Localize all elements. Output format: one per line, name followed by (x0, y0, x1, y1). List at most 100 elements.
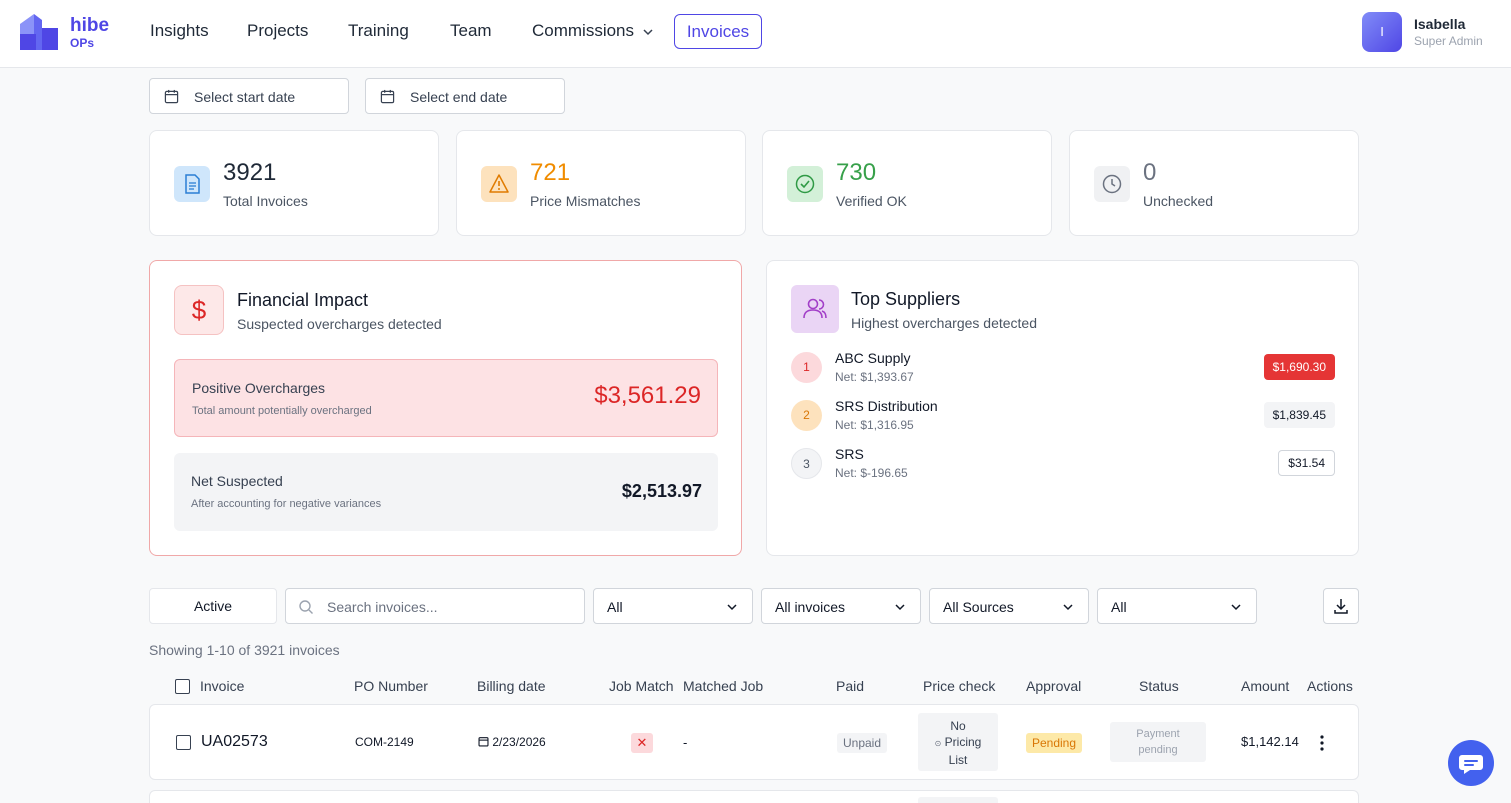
calendar-icon (380, 89, 395, 104)
stat-value: 0 (1143, 159, 1157, 186)
stat-value: 3921 (223, 159, 277, 186)
header-matched-job[interactable]: Matched Job (683, 678, 764, 694)
supplier-name: SRS (835, 446, 864, 462)
supplier-amount: $31.54 (1278, 450, 1335, 476)
invoice-number[interactable]: UA02573 (201, 733, 268, 750)
filter-select-sources[interactable]: All Sources (929, 588, 1089, 624)
supplier-net: Net: $1,393.67 (835, 370, 914, 384)
header-actions: Actions (1307, 678, 1353, 694)
card-subtitle: Highest overcharges detected (851, 315, 1037, 331)
header-po-number[interactable]: PO Number (354, 678, 428, 694)
status-badge: Payment pending (1110, 722, 1206, 762)
matched-job: - (683, 735, 688, 750)
supplier-net: Net: $1,316.95 (835, 418, 914, 432)
more-actions-icon[interactable] (1316, 733, 1328, 753)
warning-icon (481, 166, 517, 202)
stat-card-unchecked[interactable]: 0 Unchecked (1069, 130, 1359, 236)
card-title: Top Suppliers (851, 289, 961, 309)
nav-projects[interactable]: Projects (247, 21, 309, 40)
net-amount: $2,513.97 (621, 481, 702, 501)
supplier-amount: $1,839.45 (1263, 402, 1335, 428)
stat-card-verified[interactable]: 730 Verified OK (762, 130, 1052, 236)
header-amount[interactable]: Amount (1241, 678, 1290, 694)
select-all-checkbox[interactable] (175, 679, 190, 694)
chevron-down-icon (895, 604, 905, 611)
check-circle-icon (787, 166, 823, 202)
nav-insights[interactable]: Insights (150, 21, 209, 40)
supplier-row[interactable]: 2 SRS Distribution Net: $1,316.95 $1,839… (791, 395, 1335, 435)
billing-date: 2/23/2026 (478, 735, 546, 749)
positive-amount: $3,561.29 (594, 382, 701, 409)
status-line: Payment (1136, 728, 1180, 740)
start-date-picker[interactable]: Select start date (149, 78, 349, 114)
end-date-picker[interactable]: Select end date (365, 78, 565, 114)
calendar-icon (164, 89, 179, 104)
supplier-net: Net: $-196.65 (835, 466, 908, 480)
brand-name: hibe (70, 15, 110, 36)
nav-invoices[interactable]: Invoices (674, 14, 762, 49)
stat-value: 721 (530, 159, 571, 186)
header-job-match[interactable]: Job Match (609, 678, 674, 694)
header-billing-date[interactable]: Billing date (477, 678, 546, 694)
nav-training[interactable]: Training (348, 21, 409, 40)
stat-value: 730 (836, 159, 877, 186)
rank-badge: 3 (791, 448, 822, 479)
supplier-row[interactable]: 1 ABC Supply Net: $1,393.67 $1,690.30 (791, 347, 1335, 387)
active-filter-button[interactable]: Active (149, 588, 277, 624)
document-icon (174, 166, 210, 202)
chat-icon (1459, 755, 1483, 774)
header-price-check[interactable]: Price check (923, 678, 996, 694)
supplier-row[interactable]: 3 SRS Net: $-196.65 $31.54 (791, 443, 1335, 483)
financial-impact-card: $ Financial Impact Suspected overcharges… (149, 260, 742, 556)
user-role: Super Admin (1414, 34, 1483, 48)
select-value: All (1111, 599, 1127, 615)
table-row[interactable] (149, 790, 1359, 803)
net-suspected-box: Net Suspected After accounting for negat… (174, 453, 718, 531)
clock-icon (1094, 166, 1130, 202)
filter-select-4[interactable]: All (1097, 588, 1257, 624)
chevron-down-icon (727, 604, 737, 611)
job-match-x-icon: ✕ (631, 733, 653, 753)
filter-select-1[interactable]: All (593, 588, 753, 624)
nav-team[interactable]: Team (450, 21, 492, 40)
chevron-down-icon (1063, 604, 1073, 611)
search-icon (299, 600, 313, 614)
search-input[interactable]: Search invoices... (285, 588, 585, 624)
table-row[interactable]: UA02573 COM-2149 2/23/2026 ✕ - Unpaid No… (149, 704, 1359, 780)
price-check-line-text: Pricing (944, 735, 982, 749)
download-icon (1334, 599, 1348, 614)
avatar[interactable]: I (1362, 12, 1402, 52)
header-paid[interactable]: Paid (836, 678, 865, 694)
nav-commissions[interactable]: Commissions (532, 21, 654, 41)
card-subtitle: Suspected overcharges detected (237, 316, 442, 332)
stat-label: Price Mismatches (530, 193, 641, 209)
select-value: All Sources (943, 599, 1014, 615)
header-invoice[interactable]: Invoice (200, 678, 245, 694)
price-check-badge (918, 797, 998, 803)
price-check-line: List (948, 753, 968, 767)
chat-button[interactable] (1448, 740, 1494, 786)
nav-commissions-label: Commissions (532, 21, 635, 40)
stat-label: Total Invoices (223, 193, 308, 209)
supplier-name: SRS Distribution (835, 398, 938, 414)
header-approval[interactable]: Approval (1026, 678, 1082, 694)
results-count: Showing 1-10 of 3921 invoices (149, 642, 340, 658)
stat-label: Unchecked (1143, 193, 1214, 209)
box-title: Positive Overcharges (192, 380, 326, 396)
chevron-down-icon (643, 28, 653, 35)
top-nav: hibe OPs Insights Projects Training Team… (0, 0, 1511, 68)
header-status[interactable]: Status (1139, 678, 1179, 694)
row-checkbox[interactable] (176, 735, 191, 750)
logo-icon[interactable] (18, 12, 60, 52)
stat-card-total[interactable]: 3921 Total Invoices (149, 130, 439, 236)
filter-select-invoices[interactable]: All invoices (761, 588, 921, 624)
box-subtitle: After accounting for negative variances (191, 498, 382, 510)
price-check-line: No (950, 719, 966, 733)
top-suppliers-card: Top Suppliers Highest overcharges detect… (766, 260, 1359, 556)
stat-label: Verified OK (836, 193, 907, 209)
rank-badge: 1 (791, 352, 822, 383)
select-value: All (607, 599, 623, 615)
status-line: pending (1138, 744, 1178, 756)
download-button[interactable] (1323, 588, 1359, 624)
stat-card-mismatches[interactable]: 721 Price Mismatches (456, 130, 746, 236)
